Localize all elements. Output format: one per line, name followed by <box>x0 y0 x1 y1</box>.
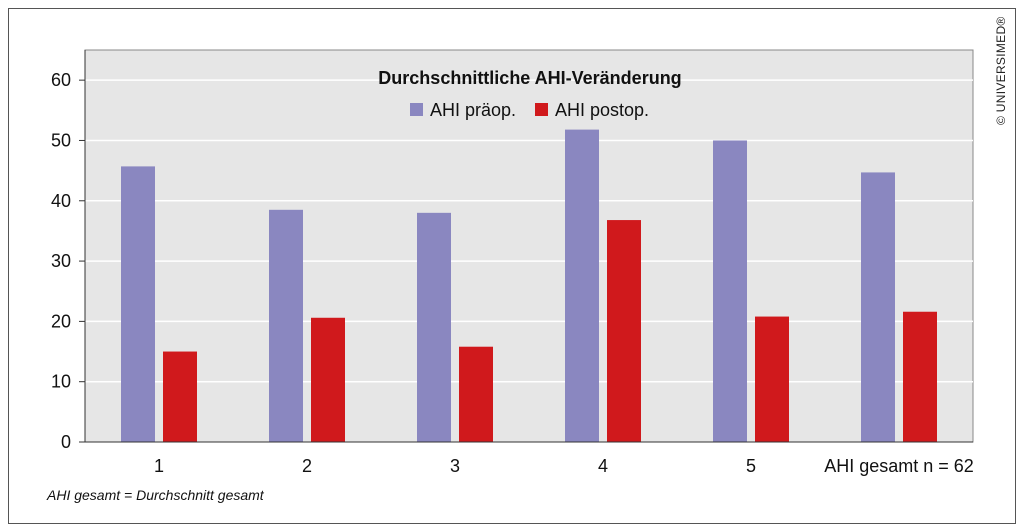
x-tick-label: 3 <box>450 456 460 476</box>
y-tick-label: 0 <box>61 432 71 452</box>
legend-swatch-post-op <box>535 103 548 116</box>
x-tick-label: 2 <box>302 456 312 476</box>
y-tick-label: 60 <box>51 70 71 90</box>
legend-swatch-pre-op <box>410 103 423 116</box>
bar-post-op <box>607 220 641 442</box>
bar-pre-op <box>269 209 303 442</box>
footnote: AHI gesamt = Durchschnitt gesamt <box>47 487 264 503</box>
legend-label-post-op: AHI postop. <box>555 100 649 120</box>
x-tick-label: 1 <box>154 456 164 476</box>
legend-label-pre-op: AHI präop. <box>430 100 516 120</box>
bar-pre-op <box>713 140 747 442</box>
legend: AHI präop. AHI postop. <box>410 100 649 120</box>
x-tick-label: 5 <box>746 456 756 476</box>
bar-post-op <box>311 317 345 442</box>
bar-post-op <box>903 311 937 442</box>
y-tick-label: 10 <box>51 372 71 392</box>
y-tick-label: 30 <box>51 251 71 271</box>
y-tick-label: 50 <box>51 130 71 150</box>
y-tick-label: 40 <box>51 191 71 211</box>
bar-pre-op <box>417 212 451 442</box>
bar-post-op <box>755 316 789 442</box>
plot-area <box>84 49 974 443</box>
x-tick-label: 4 <box>598 456 608 476</box>
bars <box>121 129 937 443</box>
chart-title: Durchschnittliche AHI-Veränderung <box>378 68 681 88</box>
y-tick-labels: 0 10 20 30 40 50 60 <box>51 70 71 452</box>
x-tick-labels: 1 2 3 4 5 AHI gesamt n = 62 <box>154 456 974 476</box>
bar-pre-op <box>121 166 155 442</box>
gridlines <box>85 79 973 383</box>
copyright-text: © UNIVERSIMED® <box>994 16 1008 125</box>
y-tick-label: 20 <box>51 311 71 331</box>
bar-pre-op <box>861 172 895 442</box>
bar-post-op <box>459 346 493 442</box>
axes <box>79 50 973 443</box>
bar-post-op <box>163 351 197 442</box>
bar-pre-op <box>565 129 599 443</box>
x-tick-label: AHI gesamt n = 62 <box>824 456 974 476</box>
chart-frame <box>8 8 1016 524</box>
